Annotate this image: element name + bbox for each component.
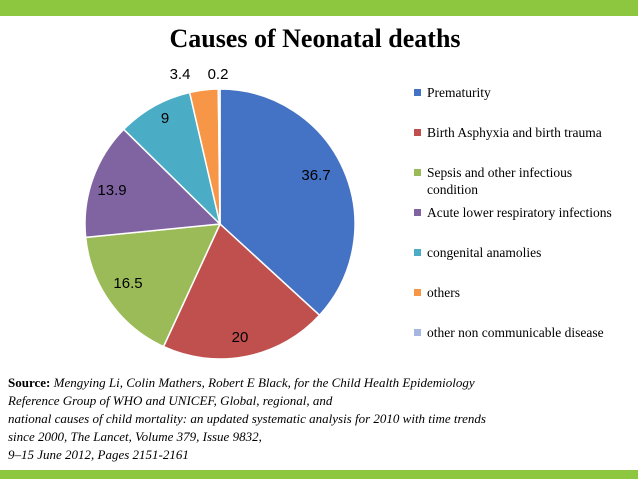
legend-label: Sepsis and other infectious condition: [427, 165, 573, 197]
legend-item-others: others: [414, 284, 617, 301]
legend-item-birth-asphyxia-and-birth-trauma: Birth Asphyxia and birth trauma: [414, 124, 617, 141]
legend-item-prematurity: Prematurity: [414, 84, 617, 101]
legend-swatch: [414, 329, 421, 336]
legend-label: others: [427, 285, 460, 300]
pie-slice-other-non-communicable-disease: [217, 88, 221, 225]
top-accent-bar: [0, 0, 638, 16]
data-label-prematurity: 36.7: [301, 167, 330, 184]
pie-slice-prematurity: [219, 88, 356, 317]
legend-label: other non communicable disease: [427, 325, 604, 340]
pie-slice-birth-asphyxia-and-birth-trauma: [162, 222, 321, 360]
legend-swatch: [414, 169, 421, 176]
source-citation: Source: Mengying Li, Colin Mathers, Robe…: [8, 374, 632, 464]
data-label-other-non-communicable-disease: 0.2: [208, 66, 229, 83]
legend-item-acute-lower-respiratory-infections: Acute lower respiratory infections: [414, 204, 617, 221]
legend-item-congenital-anamolies: congenital anamolies: [414, 244, 617, 261]
data-label-birth-asphyxia-and-birth-trauma: 20: [232, 329, 249, 346]
data-label-others: 3.4: [170, 66, 191, 83]
bottom-accent-bar: [0, 470, 638, 479]
legend-swatch: [414, 209, 421, 216]
legend-swatch: [414, 129, 421, 136]
legend-label: Birth Asphyxia and birth trauma: [427, 125, 602, 140]
data-label-acute-lower-respiratory-infections: 13.9: [97, 182, 126, 199]
source-text: Mengying Li, Colin Mathers, Robert E Bla…: [8, 375, 486, 462]
data-label-sepsis-and-other-infectious-condition: 16.5: [113, 275, 142, 292]
legend-swatch: [414, 249, 421, 256]
legend-item-sepsis-and-other-infectious-condition: Sepsis and other infectious condition: [414, 164, 617, 198]
pie-slice-sepsis-and-other-infectious-condition: [84, 223, 222, 348]
legend-label: Acute lower respiratory infections: [427, 205, 612, 220]
source-label: Source:: [8, 375, 51, 390]
legend-item-other-non-communicable-disease: other non communicable disease: [414, 324, 617, 341]
pie-data-labels: 36.7 20 16.5 13.9 9 3.4 0.2: [97, 66, 330, 346]
legend-swatch: [414, 89, 421, 96]
chart-title: Causes of Neonatal deaths: [169, 24, 461, 53]
pie-slices: [84, 88, 356, 360]
pie-slice-acute-lower-respiratory-infections: [84, 128, 222, 239]
legend-label: congenital anamolies: [427, 245, 542, 260]
data-label-congenital-anamolies: 9: [161, 110, 169, 127]
legend-label: Prematurity: [427, 85, 491, 100]
legend-swatch: [414, 289, 421, 296]
